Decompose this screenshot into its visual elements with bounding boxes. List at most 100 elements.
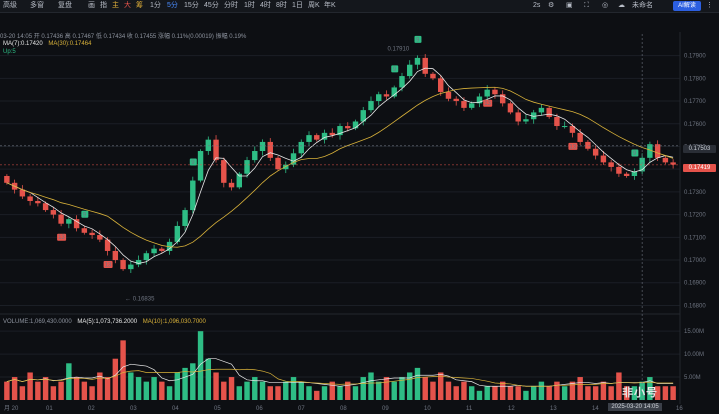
volume-bar: [561, 386, 568, 400]
amplitude-label: 振幅: [215, 34, 228, 40]
interval-timeshare[interactable]: 分时: [224, 2, 238, 9]
volume-bar: [407, 372, 413, 400]
ai-analysis-button[interactable]: AI解读: [673, 1, 701, 11]
volume-bar: [4, 381, 10, 400]
volume-bar: [507, 386, 514, 400]
volume-bar: [399, 377, 405, 400]
refresh-rate-label[interactable]: 2s: [533, 2, 541, 9]
candle-body: [561, 126, 568, 128]
interval-4h[interactable]: 4时: [260, 2, 271, 9]
interval-1h[interactable]: 1时: [244, 2, 255, 9]
ma-legend: MA(7):0.17420 MA(30):0.17464: [3, 41, 91, 47]
candle-body: [298, 141, 304, 154]
candle-body: [66, 219, 72, 224]
close-label: 收: [126, 34, 133, 40]
candle-body: [445, 91, 452, 99]
time-axis-label: 02: [88, 406, 95, 412]
fullscreen-icon[interactable]: ⛶: [584, 2, 589, 9]
interval-45m[interactable]: 45分: [204, 2, 219, 9]
interval-1m[interactable]: 1分: [150, 2, 161, 9]
more-icon[interactable]: ⋮: [706, 2, 713, 9]
multi-window-button[interactable]: 多窗: [30, 2, 44, 9]
ohlc-info-bar: 03-20 14:05 开 0.17436 高 0.17467 低 0.1743…: [0, 31, 246, 40]
up-count-label: Up:5: [3, 49, 16, 55]
volume-bar: [97, 372, 103, 400]
advanced-button[interactable]: 高级: [3, 2, 17, 9]
td-marker-9-label: 9: [393, 67, 397, 73]
volume-bar: [631, 386, 638, 400]
volume-bar: [190, 363, 196, 400]
large-order-button[interactable]: 大: [124, 2, 131, 9]
candle-body: [461, 101, 467, 108]
volume-bar: [66, 363, 72, 400]
interval-1d[interactable]: 1日: [292, 2, 303, 9]
last-price-tag: 0.17419: [683, 164, 716, 172]
volume-bar: [314, 390, 320, 400]
volume-axis-label: 5.00M: [684, 375, 701, 381]
candle-body: [337, 126, 343, 136]
camera-icon[interactable]: ◎: [602, 2, 609, 9]
volume-bar: [592, 386, 599, 400]
time-axis-label: 10: [424, 406, 431, 412]
volume-bar: [42, 377, 49, 400]
volume-bar: [383, 377, 390, 400]
interval-8h[interactable]: 8时: [276, 2, 287, 9]
volume-bar: [174, 372, 181, 400]
time-axis-label: 月 20: [4, 405, 19, 412]
chips-button[interactable]: 筹: [136, 2, 143, 9]
interval-year[interactable]: 年K: [324, 2, 336, 9]
volume-bar: [337, 386, 343, 400]
candle-body: [515, 112, 521, 122]
candle-body: [174, 225, 181, 242]
layout-name-label[interactable]: 未命名: [632, 2, 653, 9]
price-axis-label: 0.17800: [684, 76, 706, 82]
candle-body: [321, 132, 328, 140]
candle-body: [499, 94, 506, 104]
candle-body: [608, 162, 614, 167]
price-axis-label: 0.17200: [684, 213, 706, 219]
volume-bar: [283, 381, 289, 400]
replay-button[interactable]: 复盘: [58, 2, 72, 9]
candle-body: [213, 139, 219, 161]
volume-axis-label: 15.00M: [684, 329, 704, 335]
td-marker-13-label: 13: [58, 235, 65, 241]
candle-body: [244, 160, 250, 174]
ma30-legend: MA(30):0.17464: [48, 41, 92, 47]
volume-ma5-line: [6, 358, 674, 387]
volume-bar: [151, 377, 157, 400]
candle-body: [4, 176, 10, 183]
ma7-line: [6, 67, 674, 264]
watermark-logo: 非小号: [622, 387, 658, 399]
cloud-icon[interactable]: ☁: [618, 2, 625, 9]
ma7-legend: MA(7):0.17420: [3, 41, 43, 47]
volume-bar: [81, 381, 88, 400]
candle-body: [507, 103, 514, 113]
td-marker-13-label: 13: [105, 262, 112, 268]
volume-bar: [35, 381, 41, 400]
interval-5m[interactable]: 5分: [167, 2, 178, 9]
interval-week[interactable]: 周K: [308, 2, 320, 9]
volume-bar: [128, 372, 134, 400]
candle-body: [468, 103, 475, 108]
time-axis-label: 07: [298, 406, 305, 412]
settings-icon[interactable]: ⚙: [548, 2, 555, 9]
candle-body: [654, 144, 661, 158]
candle-body: [592, 148, 599, 156]
candle-body: [236, 173, 242, 188]
volume-bar: [608, 386, 614, 400]
main-force-button[interactable]: 主: [112, 2, 119, 9]
volume-bar: [438, 372, 444, 400]
price-axis-label: 0.17300: [684, 190, 706, 196]
candle-body: [376, 94, 382, 102]
volume-legend: VOLUME:1,069,430.0000 MA(5):1,073,736.20…: [3, 319, 206, 325]
candle-body: [104, 239, 111, 251]
draw-tool-button[interactable]: 画: [88, 2, 95, 9]
interval-15m[interactable]: 15分: [184, 2, 199, 9]
volume-bar: [166, 386, 173, 400]
time-axis-label: 05: [214, 406, 221, 412]
indicator-button[interactable]: 指: [100, 2, 107, 9]
time-axis-label: 04: [172, 406, 179, 412]
candle-body: [430, 73, 436, 79]
layout-icon[interactable]: ▣: [566, 2, 573, 9]
